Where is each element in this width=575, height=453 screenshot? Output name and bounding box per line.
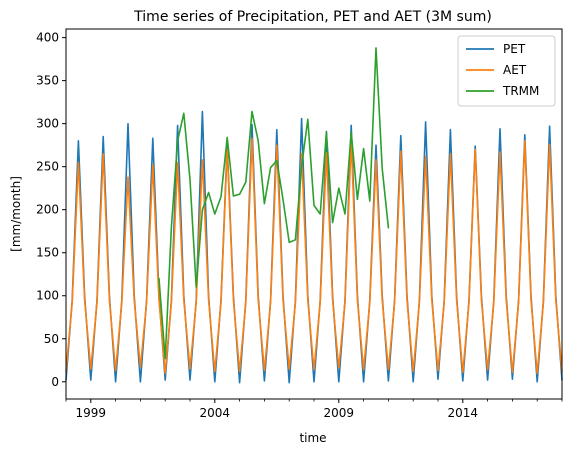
x-tick-label: 2009 bbox=[324, 406, 355, 420]
x-axis-label: time bbox=[299, 431, 326, 445]
y-tick-label: 150 bbox=[36, 246, 59, 260]
y-axis-label: [mm/month] bbox=[9, 176, 23, 252]
y-tick-label: 300 bbox=[36, 117, 59, 131]
y-tick-label: 0 bbox=[51, 375, 59, 389]
chart-title: Time series of Precipitation, PET and AE… bbox=[133, 9, 492, 25]
y-tick-label: 200 bbox=[36, 203, 59, 217]
y-tick-label: 100 bbox=[36, 289, 59, 303]
y-tick-label: 250 bbox=[36, 160, 59, 174]
legend-label-pet: PET bbox=[503, 42, 526, 56]
y-tick-label: 400 bbox=[36, 31, 59, 45]
x-tick-label: 2004 bbox=[200, 406, 231, 420]
legend-label-aet: AET bbox=[503, 63, 527, 77]
x-ticks: 1999 2004 2009 2014 bbox=[66, 399, 562, 420]
series-line-pet bbox=[66, 112, 562, 383]
y-tick-label: 50 bbox=[44, 332, 59, 346]
y-ticks: 0 50 100 150 200 250 300 350 400 bbox=[36, 31, 66, 389]
x-tick-label: 2014 bbox=[448, 406, 479, 420]
y-tick-label: 350 bbox=[36, 74, 59, 88]
series-line-aet bbox=[66, 138, 562, 373]
x-tick-label: 1999 bbox=[76, 406, 107, 420]
legend: PET AET TRMM bbox=[458, 36, 555, 106]
legend-label-trmm: TRMM bbox=[502, 84, 539, 98]
